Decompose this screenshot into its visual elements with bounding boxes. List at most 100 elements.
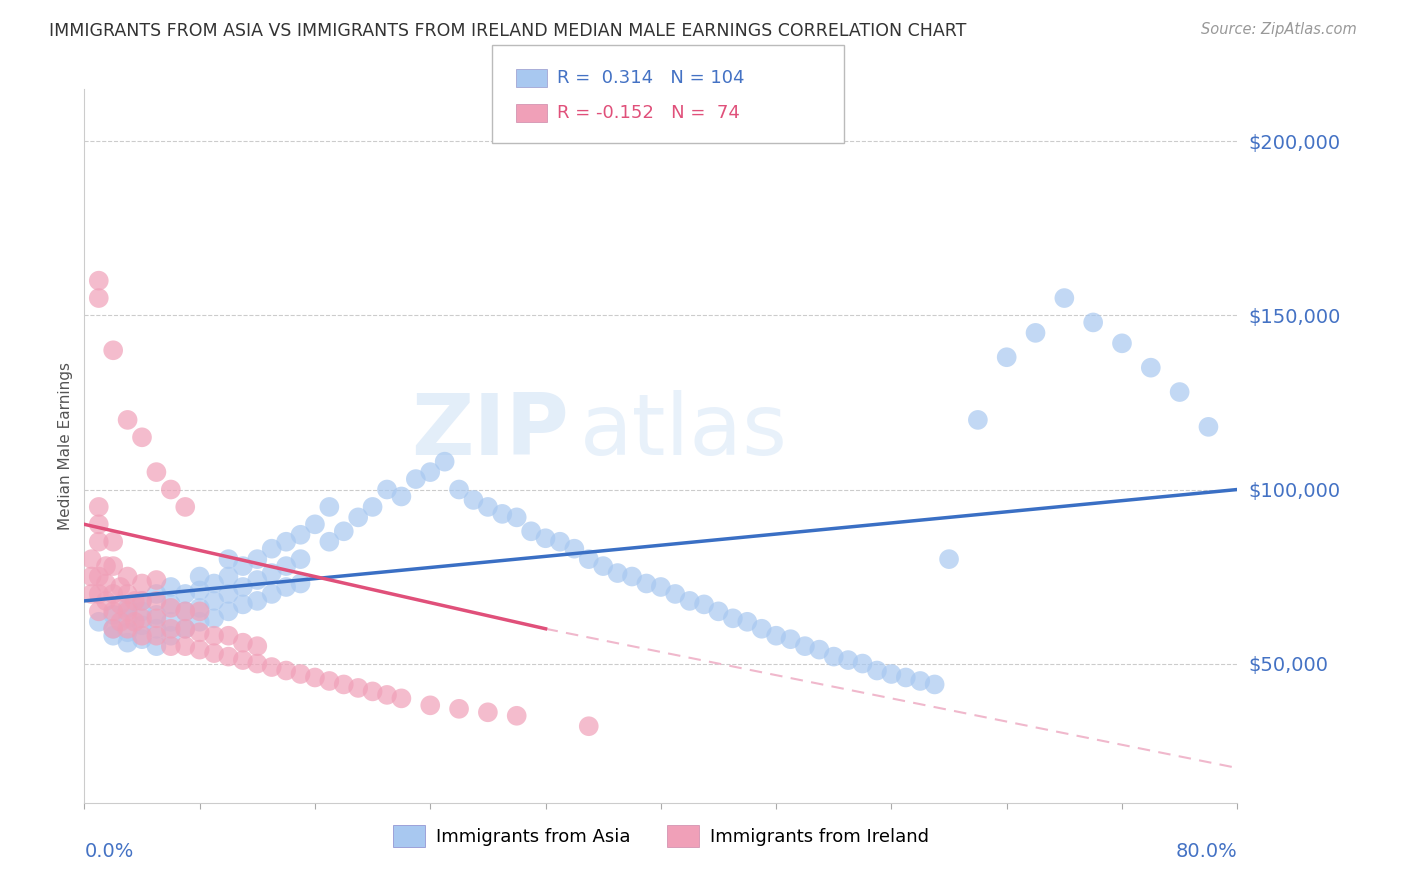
- Point: [174, 587, 197, 601]
- Point: [103, 587, 124, 601]
- Point: [1025, 326, 1047, 340]
- Point: [174, 622, 197, 636]
- Point: [361, 684, 384, 698]
- Point: [564, 541, 586, 556]
- Point: [794, 639, 817, 653]
- Point: [80, 569, 103, 583]
- Point: [232, 559, 254, 574]
- Point: [110, 598, 132, 612]
- Point: [232, 580, 254, 594]
- Point: [938, 552, 960, 566]
- Point: [218, 569, 240, 583]
- Point: [333, 524, 356, 539]
- Point: [276, 580, 298, 594]
- Point: [246, 594, 269, 608]
- Text: IMMIGRANTS FROM ASIA VS IMMIGRANTS FROM IRELAND MEDIAN MALE EARNINGS CORRELATION: IMMIGRANTS FROM ASIA VS IMMIGRANTS FROM …: [49, 22, 966, 40]
- Point: [117, 622, 139, 636]
- Point: [202, 576, 225, 591]
- Point: [188, 625, 211, 640]
- Point: [260, 660, 283, 674]
- Point: [160, 639, 183, 653]
- Point: [202, 594, 225, 608]
- Text: Source: ZipAtlas.com: Source: ZipAtlas.com: [1201, 22, 1357, 37]
- Text: 80.0%: 80.0%: [1175, 842, 1237, 861]
- Point: [246, 657, 269, 671]
- Point: [548, 534, 571, 549]
- Point: [87, 291, 110, 305]
- Point: [80, 587, 103, 601]
- Point: [318, 534, 340, 549]
- Point: [103, 607, 124, 622]
- Point: [592, 559, 614, 574]
- Point: [375, 688, 398, 702]
- Point: [1140, 360, 1163, 375]
- Point: [477, 706, 499, 720]
- Point: [117, 600, 139, 615]
- Point: [910, 673, 932, 688]
- Point: [202, 646, 225, 660]
- Point: [1083, 315, 1105, 329]
- Point: [737, 615, 759, 629]
- Point: [131, 632, 153, 647]
- Point: [232, 635, 254, 649]
- Point: [304, 671, 326, 685]
- Point: [103, 604, 124, 618]
- Point: [103, 629, 124, 643]
- Point: [347, 510, 370, 524]
- Point: [131, 430, 153, 444]
- Point: [174, 604, 197, 618]
- Point: [188, 642, 211, 657]
- Point: [779, 632, 801, 647]
- Point: [87, 615, 110, 629]
- Point: [117, 635, 139, 649]
- Point: [924, 677, 946, 691]
- Point: [721, 611, 744, 625]
- Point: [405, 472, 427, 486]
- Point: [246, 552, 269, 566]
- Point: [375, 483, 398, 497]
- Point: [578, 552, 600, 566]
- Point: [124, 615, 146, 629]
- Point: [160, 615, 183, 629]
- Point: [87, 274, 110, 288]
- Point: [94, 594, 117, 608]
- Point: [304, 517, 326, 532]
- Point: [449, 702, 471, 716]
- Point: [276, 664, 298, 678]
- Point: [131, 594, 153, 608]
- Point: [823, 649, 845, 664]
- Point: [751, 622, 773, 636]
- Point: [693, 598, 716, 612]
- Point: [246, 573, 269, 587]
- Point: [218, 587, 240, 601]
- Point: [145, 465, 167, 479]
- Point: [174, 639, 197, 653]
- Point: [145, 611, 167, 625]
- Point: [808, 642, 831, 657]
- Point: [866, 664, 889, 678]
- Point: [506, 510, 529, 524]
- Point: [145, 594, 167, 608]
- Point: [506, 708, 529, 723]
- Point: [188, 600, 211, 615]
- Point: [606, 566, 628, 580]
- Point: [232, 653, 254, 667]
- Point: [131, 594, 153, 608]
- Point: [707, 604, 730, 618]
- Point: [290, 667, 312, 681]
- Point: [449, 483, 471, 497]
- Point: [276, 559, 298, 574]
- Point: [1111, 336, 1133, 351]
- Point: [174, 604, 197, 618]
- Point: [117, 413, 139, 427]
- Point: [87, 587, 110, 601]
- Point: [650, 580, 672, 594]
- Point: [290, 528, 312, 542]
- Point: [1198, 420, 1220, 434]
- Point: [87, 569, 110, 583]
- Point: [477, 500, 499, 514]
- Point: [103, 534, 124, 549]
- Point: [160, 580, 183, 594]
- Point: [94, 559, 117, 574]
- Point: [80, 552, 103, 566]
